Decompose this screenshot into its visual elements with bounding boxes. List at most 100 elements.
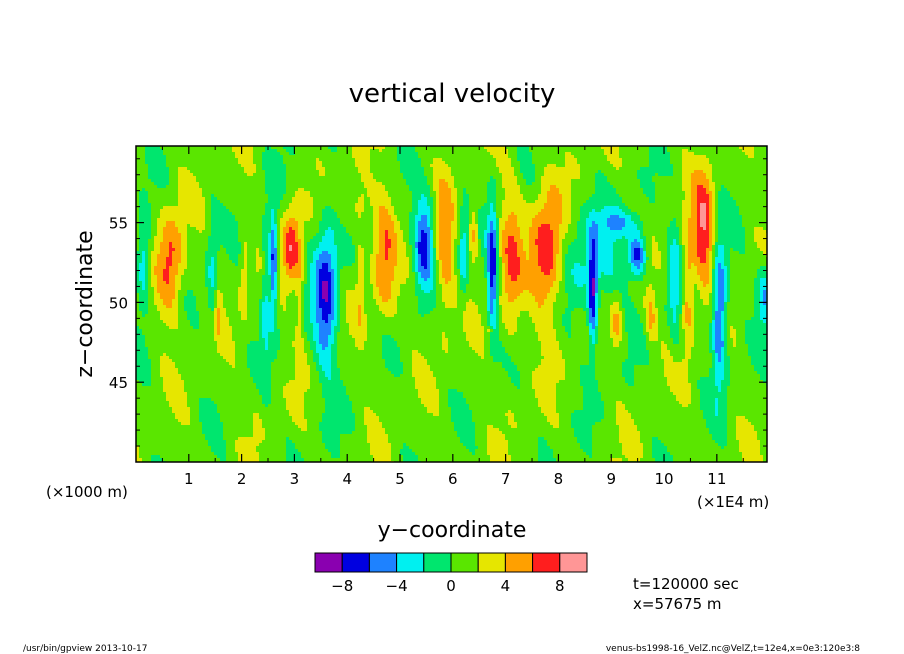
heatmap-cell	[193, 194, 197, 198]
heatmap-cell	[379, 176, 383, 180]
heatmap-cell	[355, 176, 359, 180]
heatmap-cell	[244, 194, 248, 198]
heatmap-cell	[760, 200, 764, 204]
heatmap-cell	[406, 203, 410, 207]
heatmap-cell	[277, 155, 281, 159]
heatmap-cell	[163, 173, 167, 177]
heatmap-cell	[433, 200, 437, 204]
heatmap-cell	[196, 179, 200, 183]
heatmap-cell	[226, 149, 230, 153]
heatmap-cell	[610, 173, 614, 177]
heatmap-cell	[136, 146, 140, 150]
heatmap-cell	[667, 158, 671, 162]
heatmap-cell	[691, 170, 695, 174]
heatmap-cell	[274, 197, 278, 201]
heatmap-cell	[541, 182, 545, 186]
heatmap-cell	[409, 176, 413, 180]
heatmap-cell	[385, 197, 389, 201]
heatmap-cell	[217, 206, 221, 210]
heatmap-cell	[586, 176, 590, 180]
heatmap-cell	[541, 203, 545, 207]
heatmap-cell	[571, 179, 575, 183]
heatmap-cell	[745, 212, 749, 216]
heatmap-cell	[679, 164, 683, 168]
heatmap-cell	[361, 152, 365, 156]
heatmap-cell	[568, 152, 572, 156]
heatmap-cell	[355, 149, 359, 153]
heatmap-cell	[604, 152, 608, 156]
heatmap-cell	[514, 209, 518, 213]
heatmap-cell	[253, 209, 257, 213]
heatmap-cell	[175, 170, 179, 174]
heatmap-cell	[163, 164, 167, 168]
heatmap-cell	[166, 149, 170, 153]
heatmap-cell	[532, 215, 536, 219]
heatmap-cell	[220, 149, 224, 153]
heatmap-cell	[340, 155, 344, 159]
heatmap-cell	[610, 185, 614, 189]
heatmap-cell	[301, 182, 305, 186]
heatmap-cell	[541, 197, 545, 201]
heatmap-cell	[445, 203, 449, 207]
heatmap-cell	[448, 197, 452, 201]
heatmap-cell	[733, 167, 737, 171]
heatmap-cell	[208, 170, 212, 174]
heatmap-cell	[709, 164, 713, 168]
heatmap-cell	[238, 185, 242, 189]
heatmap-cell	[565, 161, 569, 165]
heatmap-cell	[481, 191, 485, 195]
heatmap-cell	[736, 200, 740, 204]
heatmap-cell	[595, 200, 599, 204]
heatmap-cell	[556, 191, 560, 195]
heatmap-cell	[496, 182, 500, 186]
heatmap-cell	[286, 161, 290, 165]
heatmap-cell	[193, 179, 197, 183]
heatmap-cell	[667, 161, 671, 165]
heatmap-cell	[463, 212, 467, 216]
heatmap-cell	[757, 182, 761, 186]
heatmap-cell	[412, 212, 416, 216]
heatmap-cell	[316, 203, 320, 207]
heatmap-cell	[292, 185, 296, 189]
heatmap-cell	[343, 179, 347, 183]
heatmap-cell	[700, 194, 704, 198]
heatmap-cell	[139, 149, 143, 153]
heatmap-cell	[298, 206, 302, 210]
heatmap-cell	[208, 149, 212, 153]
heatmap-cell	[199, 173, 203, 177]
heatmap-cell	[307, 212, 311, 216]
heatmap-cell	[232, 212, 236, 216]
heatmap-cell	[394, 185, 398, 189]
heatmap-cell	[739, 176, 743, 180]
heatmap-cell	[526, 173, 530, 177]
heatmap-cell	[742, 167, 746, 171]
heatmap-cell	[493, 185, 497, 189]
heatmap-cell	[571, 188, 575, 192]
heatmap-cell	[352, 152, 356, 156]
heatmap-cell	[382, 188, 386, 192]
heatmap-cell	[262, 206, 266, 210]
heatmap-cell	[172, 212, 176, 216]
heatmap-cell	[682, 209, 686, 213]
heatmap-cell	[574, 200, 578, 204]
heatmap-cell	[685, 194, 689, 198]
heatmap-cell	[271, 197, 275, 201]
heatmap-cell	[733, 194, 737, 198]
heatmap-cell	[655, 191, 659, 195]
heatmap-cell	[139, 209, 143, 213]
heatmap-cell	[238, 188, 242, 192]
heatmap-cell	[373, 197, 377, 201]
heatmap-cell	[247, 146, 251, 150]
heatmap-cell	[271, 206, 275, 210]
heatmap-cell	[679, 194, 683, 198]
heatmap-cell	[685, 173, 689, 177]
heatmap-cell	[217, 149, 221, 153]
heatmap-cell	[178, 197, 182, 201]
heatmap-cell	[757, 194, 761, 198]
heatmap-cell	[391, 215, 395, 219]
heatmap-cell	[166, 182, 170, 186]
heatmap-cell	[199, 176, 203, 180]
heatmap-cell	[289, 158, 293, 162]
heatmap-cell	[451, 200, 455, 204]
heatmap-cell	[319, 197, 323, 201]
